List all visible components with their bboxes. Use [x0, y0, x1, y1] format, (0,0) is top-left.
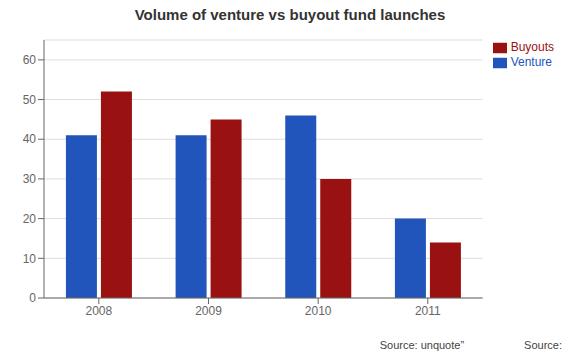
html-text:Volume of venture vs buyout fu: Volume of venture vs buyout fund launche… — [134, 6, 446, 23]
svg-text:20: 20 — [23, 212, 37, 226]
html-text:Buyouts: Buyouts — [510, 40, 554, 54]
svg-text:50: 50 — [23, 93, 37, 107]
html-text:Source:: Source: — [524, 339, 562, 351]
html-text:Venture: Venture — [510, 54, 552, 69]
svg-text:60: 60 — [23, 53, 37, 67]
html-text:Source: unquote”: Source: unquote” — [379, 339, 465, 351]
svg-text:2008: 2008 — [85, 304, 112, 318]
svg-text:2009: 2009 — [195, 304, 222, 318]
svg-text:30: 30 — [23, 172, 37, 186]
svg-text:0: 0 — [29, 291, 36, 305]
svg-text:40: 40 — [23, 132, 37, 146]
svg-text:2010: 2010 — [305, 304, 332, 318]
svg-text:2011: 2011 — [415, 304, 441, 318]
svg-text:10: 10 — [23, 252, 37, 266]
